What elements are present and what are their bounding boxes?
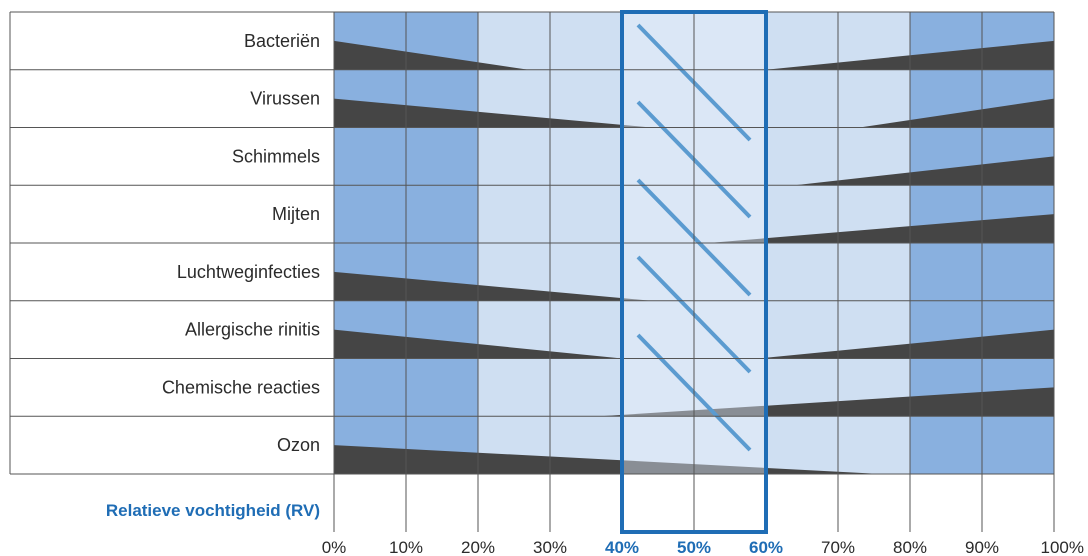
x-tick-label: 40% — [605, 538, 639, 556]
x-tick-label: 70% — [821, 538, 855, 556]
x-tick-label: 0% — [322, 538, 347, 556]
row-label: Allergische rinitis — [185, 320, 320, 340]
x-tick-label: 50% — [677, 538, 711, 556]
wedge-right — [758, 329, 1054, 359]
x-axis-title: Relatieve vochtigheid (RV) — [106, 501, 320, 520]
row-label: Schimmels — [232, 146, 320, 166]
grid — [9, 10, 1055, 534]
x-tick-label: 20% — [461, 538, 495, 556]
x-tick-label: 60% — [749, 538, 783, 556]
wedge-right — [794, 156, 1054, 186]
x-tick-label: 90% — [965, 538, 999, 556]
row-label: Mijten — [272, 204, 320, 224]
x-tick-label: 100% — [1041, 538, 1084, 556]
x-tick-label: 10% — [389, 538, 423, 556]
wedge-right — [859, 98, 1054, 128]
x-axis-ticks: 0% 10% 20% 30% 40% 50% 60% 70% 80% 90% 100% — [322, 538, 1084, 556]
row-label: Ozon — [277, 435, 320, 455]
row-label: Virussen — [250, 89, 320, 109]
x-tick-label: 80% — [893, 538, 927, 556]
row-labels: Bacteriën Virussen Schimmels Mijten Luchtweg… — [162, 31, 320, 455]
row-label: Chemische reacties — [162, 377, 320, 397]
row-label: Luchtweginfecties — [177, 262, 320, 282]
wedge-left — [334, 445, 882, 474]
wedge-right — [708, 214, 1054, 243]
wedge-left — [334, 40, 529, 70]
wedge-right — [600, 387, 1054, 417]
wedge-left — [334, 271, 651, 301]
x-tick-label: 30% — [533, 538, 567, 556]
wedge-left — [334, 98, 651, 128]
row-label: Bacteriën — [244, 31, 320, 51]
optimal-frame — [620, 10, 768, 534]
